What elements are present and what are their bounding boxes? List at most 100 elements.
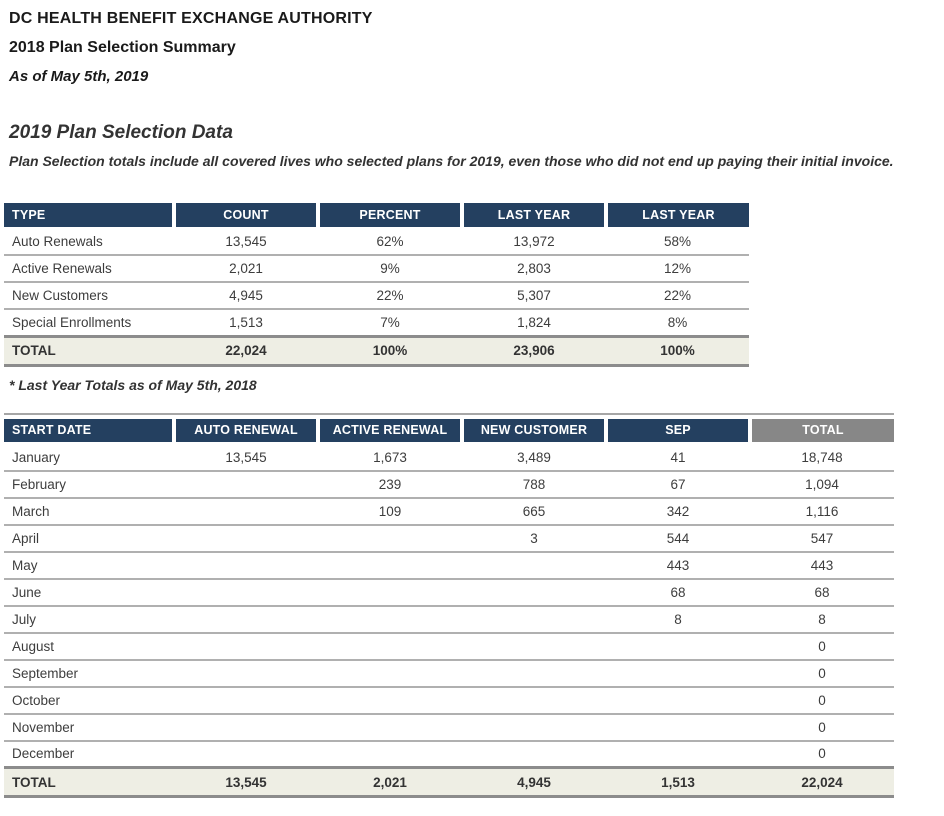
summary-table-header: TYPE COUNT PERCENT LAST YEAR LAST YEAR — [4, 203, 749, 230]
table-cell — [174, 470, 318, 499]
monthly-table-body: January 13,545 1,673 3,489 41 18,748 February 2… — [4, 443, 894, 769]
table-cell: 8 — [606, 605, 750, 634]
table-cell: 13,545 — [174, 766, 318, 798]
table-cell — [318, 740, 462, 769]
table-cell: 67 — [606, 470, 750, 499]
table-cell: 8% — [606, 309, 749, 337]
table-cell — [318, 551, 462, 580]
table-cell: December — [4, 740, 174, 769]
table-cell: 23,906 — [462, 334, 606, 367]
column-header-start-date: START DATE — [4, 418, 174, 445]
table-cell: 239 — [318, 470, 462, 499]
column-header-active-renewal: ACTIVE RENEWAL — [316, 418, 462, 445]
section-heading: 2019 Plan Selection Data — [9, 122, 233, 143]
table-cell: 1,824 — [462, 309, 606, 337]
table-row: September 0 — [4, 659, 894, 688]
table-cell: May — [4, 551, 174, 580]
total-row: TOTAL 13,545 2,021 4,945 1,513 22,024 — [4, 766, 894, 798]
table-cell — [606, 713, 750, 742]
table-row: June 68 68 — [4, 578, 894, 607]
table-cell: 7% — [318, 309, 462, 337]
table-cell — [318, 632, 462, 661]
column-header-auto-renewal: AUTO RENEWAL — [172, 418, 318, 445]
table-cell: 4,945 — [462, 766, 606, 798]
report-title: DC HEALTH BENEFIT EXCHANGE AUTHORITY — [9, 10, 373, 27]
table-row: March 109 665 342 1,116 — [4, 497, 894, 526]
column-header-count: COUNT — [172, 203, 318, 230]
table-cell — [606, 659, 750, 688]
table-row: Special Enrollments 1,513 7% 1,824 8% — [4, 309, 749, 337]
table-cell: 544 — [606, 524, 750, 553]
table-cell: February — [4, 470, 174, 499]
table-cell: 443 — [606, 551, 750, 580]
table-row: Auto Renewals 13,545 62% 13,972 58% — [4, 228, 749, 256]
table-cell: August — [4, 632, 174, 661]
table-cell: July — [4, 605, 174, 634]
summary-table-total: TOTAL 22,024 100% 23,906 100% — [4, 334, 749, 367]
table-cell: 8 — [750, 605, 894, 634]
table-cell: TOTAL — [4, 766, 174, 798]
table-cell — [318, 605, 462, 634]
table-cell: 0 — [750, 632, 894, 661]
table-cell — [462, 740, 606, 769]
table-cell: 68 — [606, 578, 750, 607]
table-cell: 109 — [318, 497, 462, 526]
table-cell: 788 — [462, 470, 606, 499]
table-cell — [606, 686, 750, 715]
table-cell — [174, 578, 318, 607]
table-cell: 22% — [318, 282, 462, 310]
table-cell: 0 — [750, 686, 894, 715]
table-cell: 1,094 — [750, 470, 894, 499]
table-cell: 342 — [606, 497, 750, 526]
table-cell: 3 — [462, 524, 606, 553]
report-as-of-date: As of May 5th, 2019 — [9, 68, 149, 85]
table-cell: 62% — [318, 228, 462, 256]
table-cell: 547 — [750, 524, 894, 553]
table-cell: March — [4, 497, 174, 526]
table-cell: 22,024 — [750, 766, 894, 798]
table-cell: 68 — [750, 578, 894, 607]
column-header-new-customer: NEW CUSTOMER — [460, 418, 606, 445]
table-cell: January — [4, 443, 174, 472]
table-cell — [318, 686, 462, 715]
table-row: Active Renewals 2,021 9% 2,803 12% — [4, 255, 749, 283]
column-header-last-year-percent: LAST YEAR — [604, 203, 749, 230]
monthly-start-date-table: START DATE AUTO RENEWAL ACTIVE RENEWAL N… — [4, 418, 894, 798]
table-cell: 1,673 — [318, 443, 462, 472]
column-header-last-year-count: LAST YEAR — [460, 203, 606, 230]
table-cell: 1,513 — [606, 766, 750, 798]
table-cell: 58% — [606, 228, 749, 256]
table-cell: 2,803 — [462, 255, 606, 283]
table-cell: 22,024 — [174, 334, 318, 367]
table-row: February 239 788 67 1,094 — [4, 470, 894, 499]
last-year-footnote: * Last Year Totals as of May 5th, 2018 — [9, 376, 257, 393]
column-header-type: TYPE — [4, 203, 174, 230]
table-row: April 3 544 547 — [4, 524, 894, 553]
summary-table-body: Auto Renewals 13,545 62% 13,972 58% Active Re… — [4, 228, 749, 337]
monthly-table-header: START DATE AUTO RENEWAL ACTIVE RENEWAL N… — [4, 418, 894, 445]
header-row: START DATE AUTO RENEWAL ACTIVE RENEWAL N… — [4, 418, 894, 445]
column-header-total: TOTAL — [748, 418, 894, 445]
table-cell: 0 — [750, 740, 894, 769]
table-cell: 0 — [750, 659, 894, 688]
table-cell: 5,307 — [462, 282, 606, 310]
total-row: TOTAL 22,024 100% 23,906 100% — [4, 334, 749, 367]
report-subtitle: 2018 Plan Selection Summary — [9, 39, 236, 56]
table-cell — [174, 632, 318, 661]
table-cell — [462, 659, 606, 688]
table-row: August 0 — [4, 632, 894, 661]
table-cell: 443 — [750, 551, 894, 580]
table-row: May 443 443 — [4, 551, 894, 580]
document: DC HEALTH BENEFIT EXCHANGE AUTHORITY 201… — [4, 10, 944, 798]
table-cell — [462, 686, 606, 715]
table-cell: 665 — [462, 497, 606, 526]
column-header-sep: SEP — [604, 418, 750, 445]
table-cell: 13,545 — [174, 228, 318, 256]
report-header: DC HEALTH BENEFIT EXCHANGE AUTHORITY 201… — [9, 10, 944, 85]
table-cell — [174, 551, 318, 580]
table-cell — [174, 659, 318, 688]
table-cell — [174, 740, 318, 769]
table-cell — [318, 578, 462, 607]
table-cell — [174, 524, 318, 553]
table-cell: June — [4, 578, 174, 607]
